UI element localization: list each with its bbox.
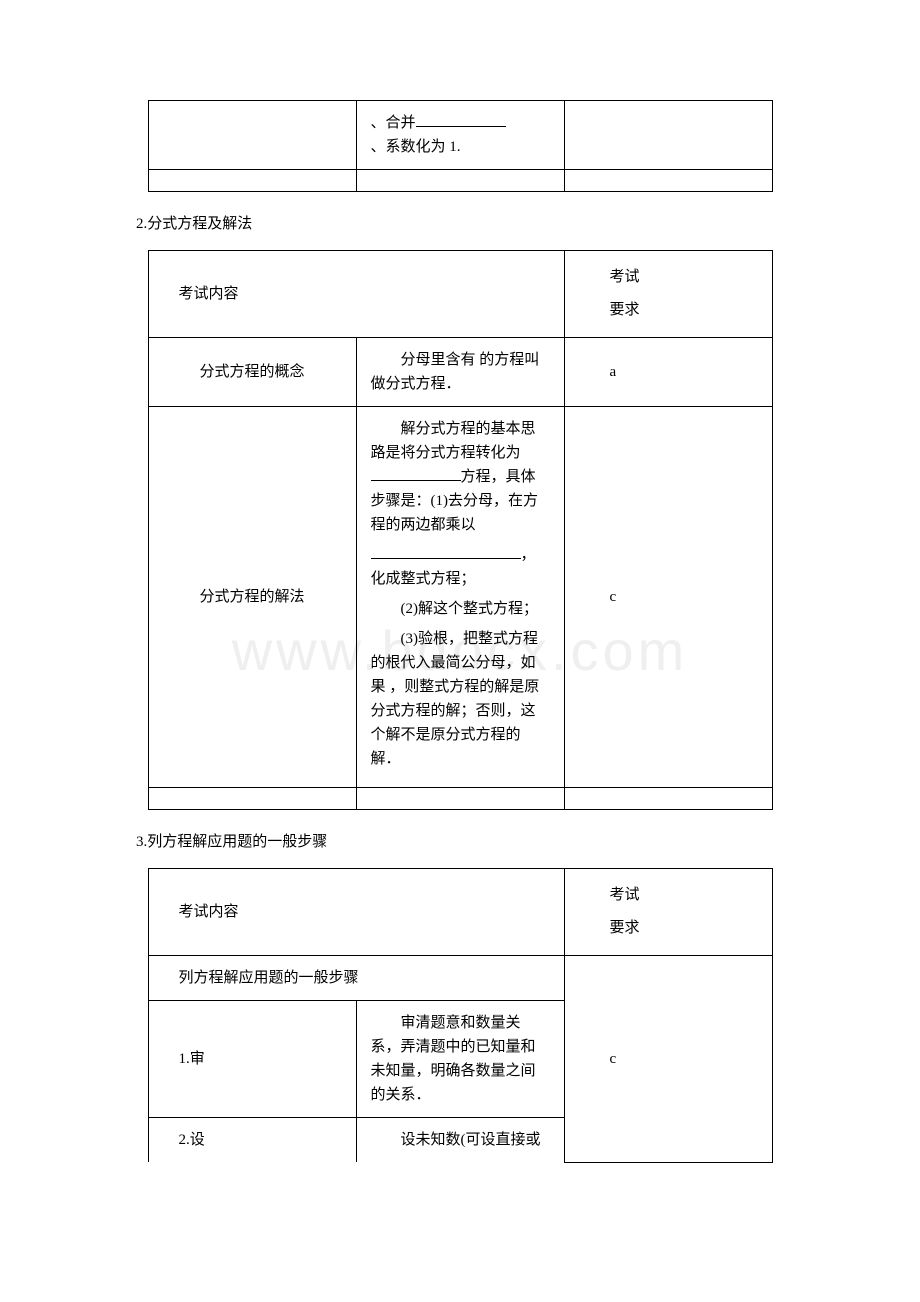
table-row: 分式方程的概念 分母里含有 的方程叫做分式方程． a — [148, 338, 772, 407]
step-label-cell: 2.设 — [148, 1118, 356, 1163]
section-heading-2: 2.分式方程及解法 — [100, 212, 820, 236]
table-cell-empty — [148, 101, 356, 170]
steps-title-cell: 列方程解应用题的一般步骤 — [148, 956, 564, 1001]
text-block: (2)解这个整式方程； — [371, 597, 550, 621]
text-block: ，化成整式方程； — [371, 543, 550, 591]
requirement-cell: a — [564, 338, 772, 407]
text-block: 分母里含有 的方程叫做分式方程． — [371, 348, 550, 396]
method-cell: 分式方程的解法 — [148, 407, 356, 788]
table-row: 考试内容 考试 要求 — [148, 869, 772, 956]
text-block: 设未知数(可设直接或 — [371, 1128, 550, 1152]
text-line: 要求 — [610, 920, 640, 936]
table-row: 分式方程的解法 解分式方程的基本思路是将分式方程转化为方程，具体步骤是：(1)去… — [148, 407, 772, 788]
header-requirement: 考试 要求 — [564, 869, 772, 956]
text-block: 解分式方程的基本思路是将分式方程转化为方程，具体步骤是：(1)去分母，在方程的两… — [371, 417, 550, 537]
header-requirement: 考试 要求 — [564, 251, 772, 338]
concept-cell: 分式方程的概念 — [148, 338, 356, 407]
text-line: 要求 — [610, 302, 640, 318]
table-row: 、合并 、系数化为 1. — [148, 101, 772, 170]
table-cell-empty — [356, 170, 564, 192]
section-heading-3: 3.列方程解应用题的一般步骤 — [100, 830, 820, 854]
table-cell-empty — [564, 101, 772, 170]
table-row — [148, 788, 772, 810]
table-row — [148, 170, 772, 192]
table-1: 、合并 、系数化为 1. — [148, 100, 773, 192]
text-line: 考试 — [610, 887, 640, 903]
header-content: 考试内容 — [148, 251, 564, 338]
requirement-cell: c — [564, 407, 772, 788]
step-desc-cell: 设未知数(可设直接或 — [356, 1118, 564, 1163]
text-line: 、系数化为 1. — [371, 139, 461, 155]
text-line: 、合并 — [371, 115, 416, 131]
text-block: 审清题意和数量关系，弄清题中的已知量和未知量，明确各数量之间的关系． — [371, 1011, 550, 1107]
text-line: 考试 — [610, 269, 640, 285]
table-cell-empty — [356, 788, 564, 810]
header-content: 考试内容 — [148, 869, 564, 956]
table-cell-empty — [564, 788, 772, 810]
table-2: 考试内容 考试 要求 分式方程的概念 分母里含有 的方程叫做分式方程． a 分式… — [148, 250, 773, 810]
step-label-cell: 1.审 — [148, 1001, 356, 1118]
definition-cell: 分母里含有 的方程叫做分式方程． — [356, 338, 564, 407]
blank-line — [371, 466, 461, 481]
table-cell-empty — [148, 170, 356, 192]
table-row: 考试内容 考试 要求 — [148, 251, 772, 338]
table-cell-content: 、合并 、系数化为 1. — [356, 101, 564, 170]
requirement-cell: c — [564, 956, 772, 1163]
table-3: 考试内容 考试 要求 列方程解应用题的一般步骤 c 1.审 审清题意和数量关系，… — [148, 868, 773, 1163]
step-desc-cell: 审清题意和数量关系，弄清题中的已知量和未知量，明确各数量之间的关系． — [356, 1001, 564, 1118]
blank-line — [416, 112, 506, 127]
table-cell-empty — [564, 170, 772, 192]
table-cell-empty — [148, 788, 356, 810]
blank-line — [371, 544, 521, 559]
table-row: 列方程解应用题的一般步骤 c — [148, 956, 772, 1001]
text-span: 解分式方程的基本思路是将分式方程转化为 — [371, 421, 536, 461]
text-block: (3)验根，把整式方程的根代入最简公分母，如果 ，则整式方程的解是原分式方程的解… — [371, 627, 550, 771]
steps-cell: 解分式方程的基本思路是将分式方程转化为方程，具体步骤是：(1)去分母，在方程的两… — [356, 407, 564, 788]
